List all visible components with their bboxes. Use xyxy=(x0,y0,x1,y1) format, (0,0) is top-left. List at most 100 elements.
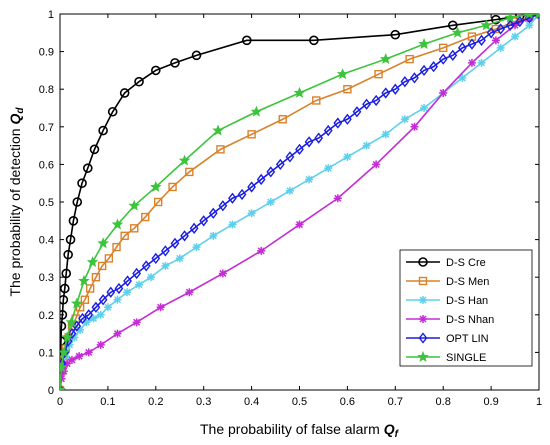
data-point xyxy=(132,267,142,280)
data-point xyxy=(304,136,314,148)
legend: D-S Cre D-S Men D-S Han D-S Nhan OPT LIN SING… xyxy=(399,249,533,367)
data-point xyxy=(77,178,87,188)
data-point xyxy=(323,124,333,137)
axis-ticks: 0 0.1 0.2 0.3 0.4 0.5 0.6 0.7 0.8 0.9 1 0 0.1 0.2 0.3 0… xyxy=(39,9,542,408)
data-point xyxy=(467,58,476,67)
data-point xyxy=(60,383,66,390)
data-point xyxy=(114,282,124,295)
y-tick-label: 0.2 xyxy=(39,310,54,322)
data-point xyxy=(285,186,294,195)
data-point xyxy=(192,243,201,252)
data-point xyxy=(218,269,227,278)
data-point xyxy=(496,43,505,52)
data-point xyxy=(212,124,224,136)
data-point xyxy=(60,361,68,373)
data-point xyxy=(525,21,534,30)
data-point xyxy=(128,199,141,211)
data-point xyxy=(305,175,314,184)
data-point xyxy=(381,130,390,139)
data-point xyxy=(480,19,493,31)
data-point xyxy=(120,231,129,241)
data-point xyxy=(63,359,72,368)
x-tick-label: 0.2 xyxy=(148,396,163,408)
x-tick-label: 0.5 xyxy=(292,396,307,408)
data-point xyxy=(72,320,82,332)
data-point xyxy=(362,141,371,150)
data-point xyxy=(293,86,306,98)
data-point xyxy=(65,234,76,245)
data-point xyxy=(67,327,77,340)
data-point xyxy=(96,310,105,319)
data-point xyxy=(107,106,118,117)
data-point xyxy=(86,256,99,268)
x-axis-title: The probability of false alarm Qf xyxy=(200,421,400,440)
data-point xyxy=(266,166,276,178)
data-point xyxy=(247,209,256,218)
data-point xyxy=(98,294,108,306)
data-point xyxy=(218,200,228,212)
data-point xyxy=(535,14,539,19)
data-point xyxy=(511,21,520,30)
y-tick-label: 0.3 xyxy=(39,272,54,284)
x-tick-label: 0 xyxy=(57,396,63,408)
data-point xyxy=(78,312,87,325)
y-axis-title-symbol: Q xyxy=(7,113,23,124)
data-point xyxy=(160,245,170,257)
x-axis-title-subscript: f xyxy=(395,429,400,440)
data-point xyxy=(135,280,144,289)
legend-label: D-S Han xyxy=(446,295,488,307)
data-point xyxy=(98,125,108,136)
data-point xyxy=(168,182,177,192)
data-point xyxy=(438,53,448,65)
data-point xyxy=(67,355,76,364)
series-d-s-nhan xyxy=(60,14,539,390)
data-point xyxy=(295,220,304,229)
legend-label: SINGLE xyxy=(446,352,486,364)
y-tick-label: 0 xyxy=(48,385,54,397)
series-layer xyxy=(60,14,539,390)
data-point xyxy=(82,163,93,173)
data-point xyxy=(467,38,477,50)
y-axis-title: The probability of detection Qd xyxy=(7,107,26,297)
data-point xyxy=(199,215,209,227)
x-tick-label: 0.8 xyxy=(436,396,451,408)
data-point xyxy=(257,246,266,255)
data-point xyxy=(216,145,225,154)
data-point xyxy=(123,275,132,287)
data-point xyxy=(141,212,150,222)
data-point xyxy=(371,94,381,107)
data-point xyxy=(103,303,112,312)
series-line-opt-lin xyxy=(60,14,539,390)
data-point xyxy=(314,132,324,144)
data-point xyxy=(439,88,448,97)
x-tick-label: 0.7 xyxy=(388,396,403,408)
data-point xyxy=(418,38,430,50)
data-point xyxy=(170,237,180,250)
data-point xyxy=(134,76,144,87)
data-point xyxy=(491,36,500,45)
y-tick-label: 1 xyxy=(48,9,54,21)
data-point xyxy=(123,288,132,297)
data-point xyxy=(84,348,93,357)
data-point xyxy=(209,231,218,240)
data-point xyxy=(85,284,95,293)
data-point xyxy=(141,260,151,272)
data-point xyxy=(458,73,467,82)
x-tick-label: 1 xyxy=(536,396,542,408)
data-point xyxy=(191,50,202,61)
data-point xyxy=(439,43,448,53)
data-point xyxy=(112,242,121,252)
data-point xyxy=(208,207,218,219)
data-point xyxy=(372,160,381,169)
data-point xyxy=(96,340,105,349)
data-point xyxy=(343,152,352,161)
y-tick-label: 0.6 xyxy=(39,159,54,171)
data-point xyxy=(447,20,458,31)
y-axis-title-text: The probability of detection xyxy=(7,128,23,296)
data-point xyxy=(400,76,410,88)
legend-label: D-S Cre xyxy=(446,257,486,269)
data-point xyxy=(309,35,319,46)
data-point xyxy=(91,301,101,313)
data-point xyxy=(151,252,161,265)
